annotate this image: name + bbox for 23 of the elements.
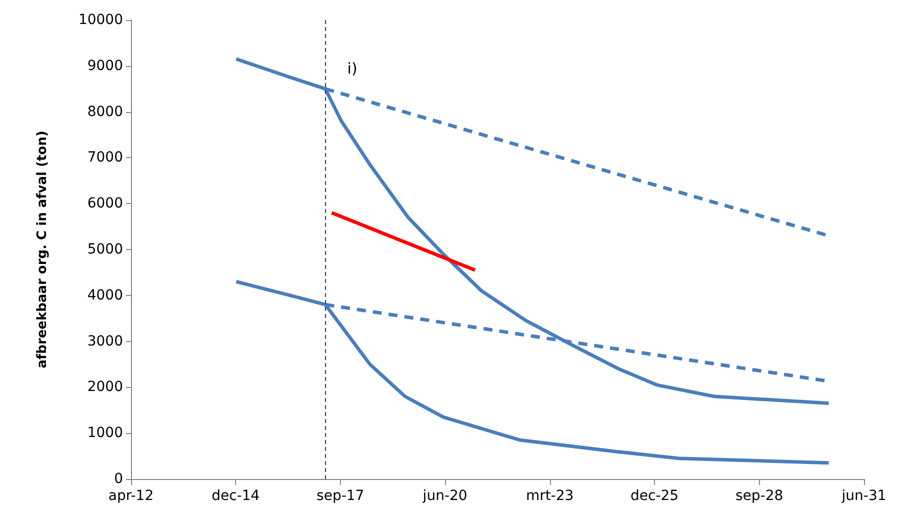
y-tick-label: 0 [114, 471, 123, 487]
y-tick-label: 8000 [87, 104, 123, 120]
y-axis-title: afbreekbaar org. C in afval (ton) [35, 130, 50, 368]
x-tick-label: sep-28 [735, 488, 784, 504]
x-tick-label: jun-20 [422, 488, 468, 504]
y-tick-label: 1000 [87, 425, 123, 442]
x-tick-label: sep-17 [316, 488, 364, 504]
y-tick-label: 5000 [87, 242, 123, 258]
y-tick-label: 9000 [87, 58, 123, 74]
x-tick-label: dec-25 [630, 488, 679, 504]
y-tick-label: 2000 [87, 379, 123, 396]
line-series [234, 280, 830, 465]
y-tick-label: 4000 [87, 287, 123, 304]
x-tick-label: jun-31 [840, 488, 886, 504]
y-tick-label: 3000 [87, 333, 123, 350]
x-tick-label: dec-14 [212, 488, 260, 504]
annotation: i) [347, 59, 358, 78]
y-tick-label: 10000 [78, 12, 123, 28]
line-series [234, 57, 830, 406]
x-tick-label: mrt-23 [526, 488, 574, 504]
y-tick-label: 6000 [87, 196, 123, 212]
y-tick-label: 7000 [87, 150, 123, 166]
x-tick-label: apr-12 [108, 488, 154, 504]
